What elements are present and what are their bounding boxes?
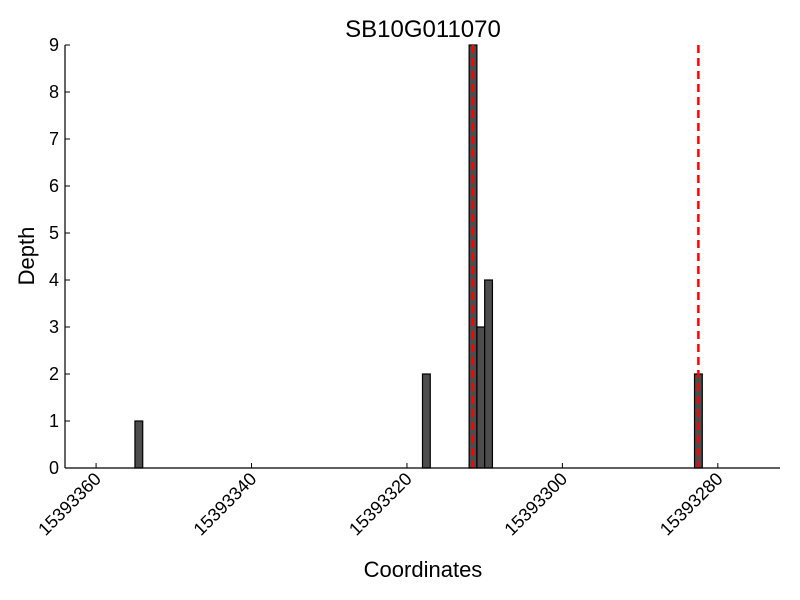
- axes-layer: 0 1 2 3 4 5 6 7 8 9 15393360 15393340 15393320 153933…: [34, 35, 780, 539]
- y-tick-label-1: 1: [49, 411, 59, 431]
- y-tick-label-9: 9: [49, 35, 59, 55]
- bars-layer: [134, 44, 703, 469]
- y-tick-label-6: 6: [49, 176, 59, 196]
- x-tick-label-2: 15393320: [345, 469, 416, 540]
- y-tick-label-4: 4: [49, 270, 59, 290]
- x-tick-label-0: 15393360: [34, 469, 105, 540]
- y-tick-label-8: 8: [49, 82, 59, 102]
- y-tick-label-0: 0: [49, 458, 59, 478]
- y-tick-label-3: 3: [49, 317, 59, 337]
- bar-4: [484, 279, 494, 469]
- x-tick-label-1: 15393340: [190, 469, 261, 540]
- y-axis-label: Depth: [14, 227, 39, 286]
- bar-1: [421, 373, 431, 469]
- x-axis-label: Coordinates: [364, 557, 483, 582]
- x-tick-label-3: 15393300: [500, 469, 571, 540]
- chart-title: SB10G011070: [345, 16, 501, 43]
- bar-0: [134, 420, 144, 469]
- x-tick-label-4: 15393280: [656, 469, 727, 540]
- y-tick-label-2: 2: [49, 364, 59, 384]
- bar-3: [476, 326, 486, 469]
- y-tick-label-7: 7: [49, 129, 59, 149]
- y-tick-label-5: 5: [49, 223, 59, 243]
- reference-lines-layer: [471, 45, 700, 468]
